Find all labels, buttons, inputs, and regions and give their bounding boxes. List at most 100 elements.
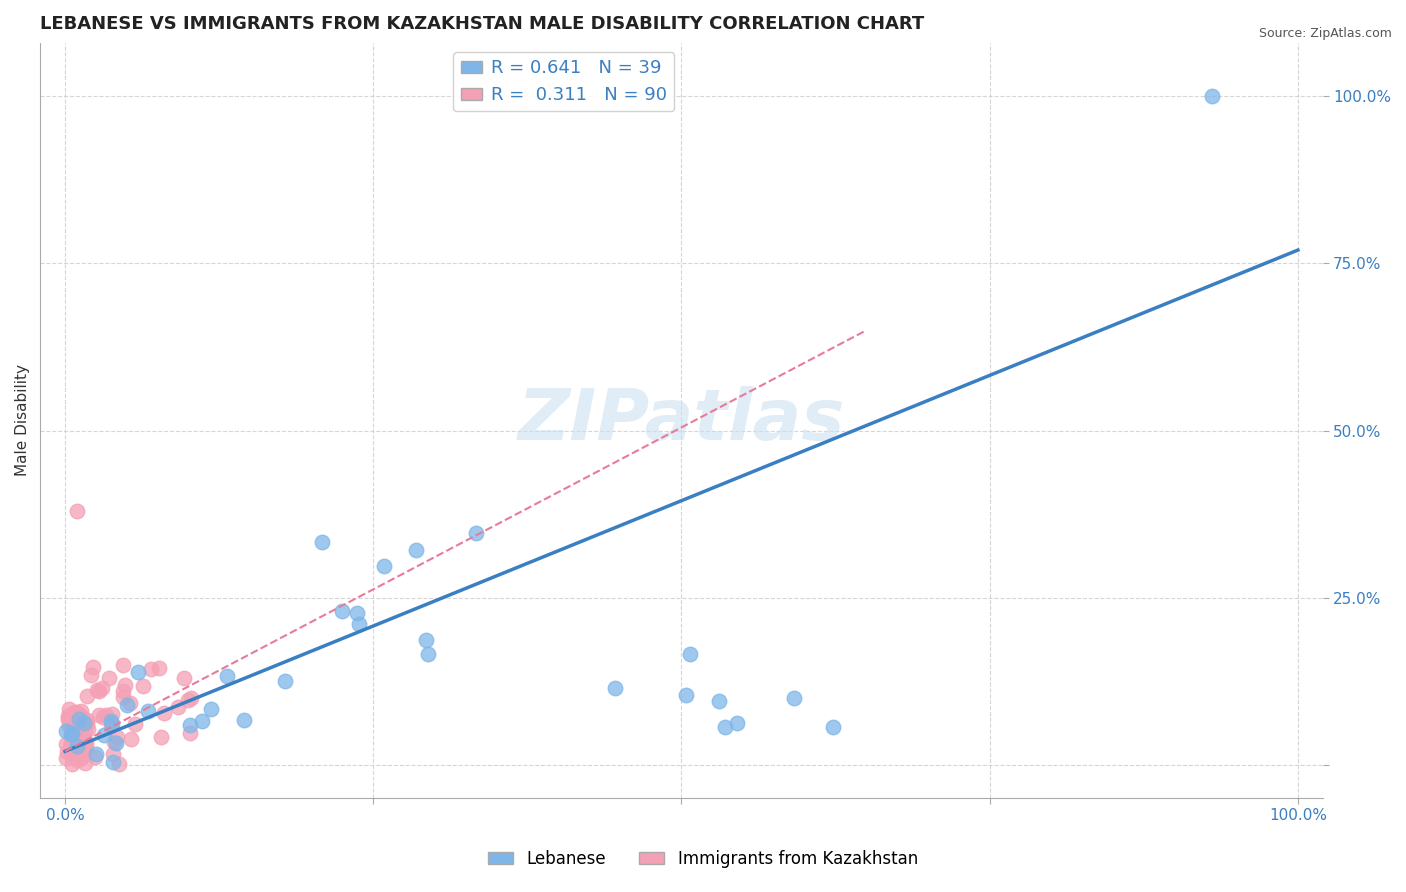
Point — [714, 720, 737, 734]
Point — [112, 683, 135, 698]
Text: ZIPatlas: ZIPatlas — [517, 386, 845, 455]
Point — [67, 721, 90, 735]
Point — [86, 683, 108, 698]
Point — [707, 693, 730, 707]
Point — [72, 716, 94, 731]
Point — [179, 718, 201, 732]
Legend: R = 0.641   N = 39, R =  0.311   N = 90: R = 0.641 N = 39, R = 0.311 N = 90 — [453, 52, 675, 112]
Point — [55, 751, 77, 765]
Point — [76, 690, 98, 704]
Point — [70, 726, 93, 740]
Point — [66, 708, 89, 723]
Point — [60, 737, 83, 751]
Point — [60, 757, 83, 772]
Point — [60, 745, 83, 759]
Point — [69, 751, 91, 765]
Point — [120, 732, 142, 747]
Point — [101, 747, 124, 761]
Point — [73, 735, 96, 749]
Point — [60, 718, 83, 732]
Point — [58, 715, 80, 730]
Point — [103, 734, 125, 748]
Point — [821, 720, 844, 734]
Point — [75, 714, 97, 729]
Point — [69, 744, 91, 758]
Point — [167, 700, 190, 714]
Point — [62, 734, 84, 748]
Y-axis label: Male Disability: Male Disability — [15, 365, 30, 476]
Point — [56, 713, 79, 727]
Point — [152, 706, 174, 720]
Point — [55, 737, 77, 751]
Point — [75, 756, 97, 770]
Point — [73, 733, 96, 747]
Point — [60, 726, 83, 740]
Point — [66, 706, 89, 721]
Point — [73, 744, 96, 758]
Point — [100, 707, 122, 722]
Point — [56, 709, 79, 723]
Point — [79, 668, 101, 682]
Point — [346, 606, 368, 620]
Point — [77, 723, 100, 737]
Text: LEBANESE VS IMMIGRANTS FROM KAZAKHSTAN MALE DISABILITY CORRELATION CHART: LEBANESE VS IMMIGRANTS FROM KAZAKHSTAN M… — [41, 15, 925, 33]
Point — [415, 632, 437, 647]
Point — [59, 738, 82, 752]
Point — [66, 708, 89, 723]
Point — [66, 753, 89, 767]
Point — [69, 750, 91, 764]
Point — [60, 726, 83, 740]
Point — [87, 707, 110, 722]
Point — [75, 739, 97, 753]
Point — [330, 605, 353, 619]
Point — [111, 690, 134, 704]
Point — [173, 671, 195, 685]
Point — [70, 704, 93, 718]
Point — [66, 504, 89, 518]
Point — [111, 658, 134, 673]
Point — [67, 707, 90, 722]
Point — [215, 669, 238, 683]
Point — [69, 734, 91, 748]
Point — [678, 647, 700, 661]
Point — [66, 739, 89, 753]
Point — [115, 698, 138, 712]
Point — [107, 730, 129, 744]
Point — [100, 719, 122, 733]
Point — [148, 661, 170, 675]
Point — [150, 731, 173, 745]
Point — [100, 714, 122, 728]
Point — [75, 723, 97, 738]
Point — [55, 724, 77, 739]
Point — [63, 730, 86, 744]
Point — [62, 706, 84, 720]
Point — [75, 735, 97, 749]
Point — [84, 750, 107, 764]
Point — [311, 535, 333, 549]
Point — [465, 526, 488, 541]
Point — [66, 716, 89, 731]
Point — [127, 665, 149, 680]
Point — [73, 737, 96, 751]
Point — [59, 727, 82, 741]
Point — [76, 713, 98, 727]
Point — [274, 673, 297, 688]
Point — [67, 712, 90, 726]
Point — [141, 662, 163, 676]
Point — [70, 718, 93, 732]
Text: Source: ZipAtlas.com: Source: ZipAtlas.com — [1258, 27, 1392, 40]
Point — [191, 714, 214, 728]
Point — [131, 679, 153, 693]
Point — [105, 736, 128, 750]
Point — [603, 681, 626, 696]
Point — [91, 710, 114, 724]
Point — [76, 717, 98, 731]
Point — [108, 756, 131, 771]
Point — [124, 716, 146, 731]
Point — [70, 710, 93, 724]
Point — [97, 671, 120, 685]
Point — [72, 738, 94, 752]
Point — [177, 692, 200, 706]
Point — [405, 543, 427, 558]
Point — [1201, 89, 1223, 103]
